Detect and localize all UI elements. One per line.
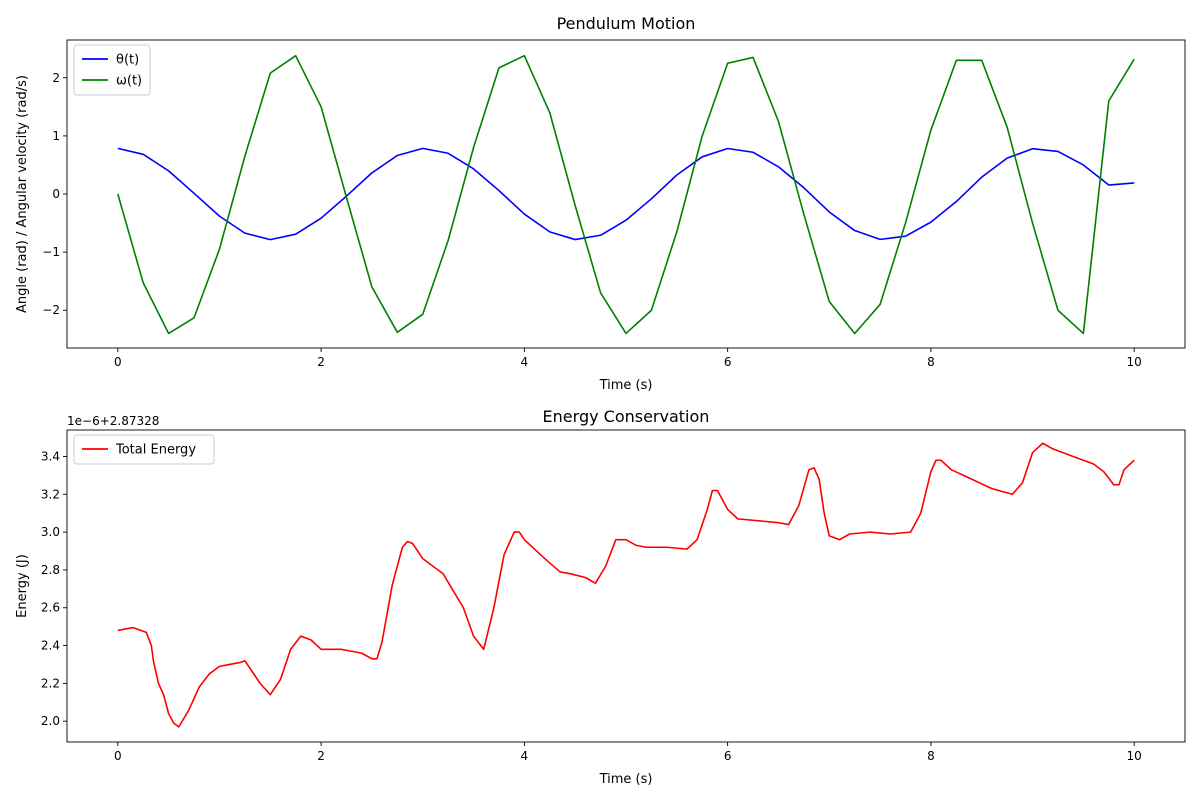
x-tick-label: 6 [724,749,732,763]
y-tick-label: 2.4 [41,639,60,653]
y-tick-label: 0 [52,187,60,201]
plot-frame [66,429,1186,743]
y-tick-label: 2.2 [41,676,60,690]
legend: Total Energy [73,434,215,465]
chart-title: Pendulum Motion [557,14,696,33]
legend-label: θ(t) [116,53,139,68]
y-axis-label: Angle (rad) / Angular velocity (rad/s) [15,75,30,313]
legend-box [73,434,215,465]
x-axis-label: Time (s) [599,378,653,393]
x-tick-label: 2 [317,749,325,763]
y-tick-label: −2 [42,303,60,317]
y-tick-label: 2.6 [41,601,60,615]
x-tick-label: 8 [927,749,935,763]
x-tick-label: 10 [1127,355,1142,369]
y-tick-label: 3.4 [41,449,60,463]
x-tick-label: 4 [521,355,529,369]
x-tick-label: 0 [114,355,122,369]
y-tick-label: 1 [52,129,60,143]
y-tick-label: 2 [52,71,60,85]
y-axis-offset-label: 1e−6+2.87328 [67,414,159,428]
x-tick-label: 4 [521,749,529,763]
y-tick-label: −1 [42,245,60,259]
series-line-1 [117,147,1135,241]
chart-panel-1: 0 2 4 6 8 10 −2 −1 0 1 2 Pendulum Motion Time (s) Ang… [15,14,1186,393]
chart-panel-2: 0 2 4 6 8 10 2.0 2.2 2.4 2.6 2.8 3.0 3.2 3.4 Energy Co… [15,407,1186,787]
chart-title: Energy Conservation [543,407,710,426]
series-line-2 [117,54,1135,335]
x-tick-label: 8 [927,355,935,369]
x-axis-label: Time (s) [599,772,653,787]
y-tick-label: 2.8 [41,563,60,577]
legend: θ(t) ω(t) [73,44,151,96]
legend-label: Total Energy [115,443,196,458]
legend-box [73,44,151,96]
y-axis-label: Energy (J) [15,554,30,618]
legend-label: ω(t) [116,74,142,89]
x-tick-label: 0 [114,749,122,763]
x-tick-label: 10 [1127,749,1142,763]
y-tick-label: 2.0 [41,714,60,728]
y-tick-label: 3.0 [41,525,60,539]
x-tick-label: 6 [724,355,732,369]
series-line-1 [117,442,1135,728]
y-tick-label: 3.2 [41,487,60,501]
x-tick-label: 2 [317,355,325,369]
